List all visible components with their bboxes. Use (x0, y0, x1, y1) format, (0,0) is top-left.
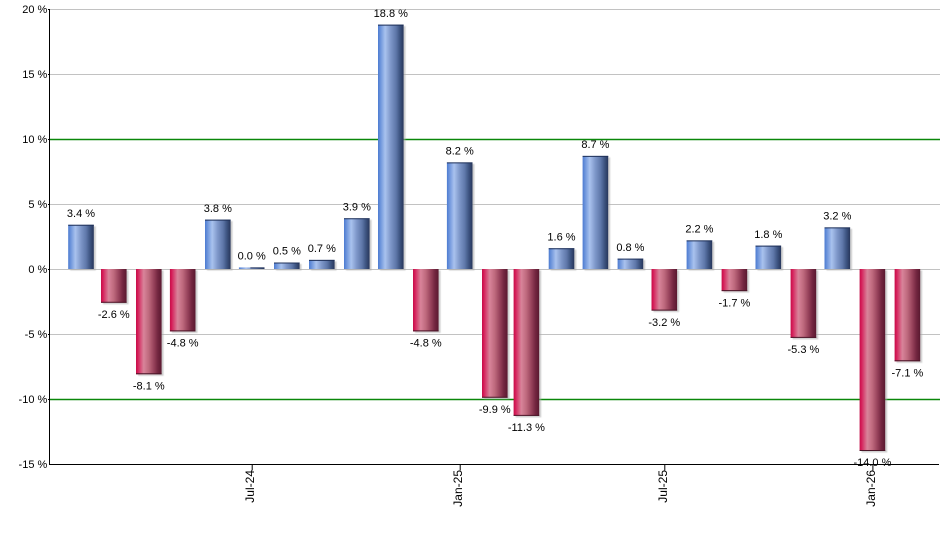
svg-text:8.7 %: 8.7 % (581, 139, 609, 151)
svg-text:-3.2 %: -3.2 % (648, 317, 680, 329)
svg-text:0.0 %: 0.0 % (238, 251, 266, 263)
svg-text:-5 %: -5 % (25, 329, 48, 341)
svg-text:-9.9 %: -9.9 % (479, 404, 511, 416)
svg-text:-2.6 %: -2.6 % (98, 309, 130, 321)
svg-text:Jul-24: Jul-24 (243, 470, 257, 503)
svg-text:-4.8 %: -4.8 % (410, 338, 442, 350)
svg-text:-15 %: -15 % (19, 459, 48, 471)
svg-text:-14.0 %: -14.0 % (853, 457, 891, 469)
svg-text:-11.3 %: -11.3 % (508, 422, 545, 434)
svg-text:0 %: 0 % (28, 264, 47, 276)
svg-text:Jan-25: Jan-25 (451, 470, 465, 507)
svg-text:18.8 %: 18.8 % (374, 8, 408, 20)
svg-text:-4.8 %: -4.8 % (167, 338, 199, 350)
svg-text:3.9 %: 3.9 % (343, 202, 371, 214)
svg-text:-8.1 %: -8.1 % (133, 381, 165, 393)
svg-text:10 %: 10 % (22, 134, 47, 146)
svg-text:-1.7 %: -1.7 % (719, 297, 751, 309)
svg-text:15 %: 15 % (22, 69, 47, 81)
svg-text:3.8 %: 3.8 % (204, 203, 232, 215)
svg-text:Jan-26: Jan-26 (864, 470, 878, 507)
svg-text:0.5 %: 0.5 % (273, 246, 301, 258)
svg-text:Jul-25: Jul-25 (656, 470, 670, 503)
svg-text:8.2 %: 8.2 % (446, 146, 474, 158)
svg-text:-10 %: -10 % (19, 394, 48, 406)
svg-text:20 %: 20 % (22, 4, 47, 16)
svg-text:0.7 %: 0.7 % (308, 243, 336, 255)
svg-text:1.6 %: 1.6 % (547, 231, 575, 243)
svg-text:0.8 %: 0.8 % (616, 242, 644, 254)
svg-text:-7.1 %: -7.1 % (892, 368, 924, 380)
svg-text:3.2 %: 3.2 % (823, 211, 851, 223)
svg-text:5 %: 5 % (28, 199, 47, 211)
svg-text:2.2 %: 2.2 % (685, 224, 713, 236)
svg-text:1.8 %: 1.8 % (754, 229, 782, 241)
svg-text:-5.3 %: -5.3 % (788, 344, 820, 356)
svg-text:3.4 %: 3.4 % (67, 208, 95, 220)
